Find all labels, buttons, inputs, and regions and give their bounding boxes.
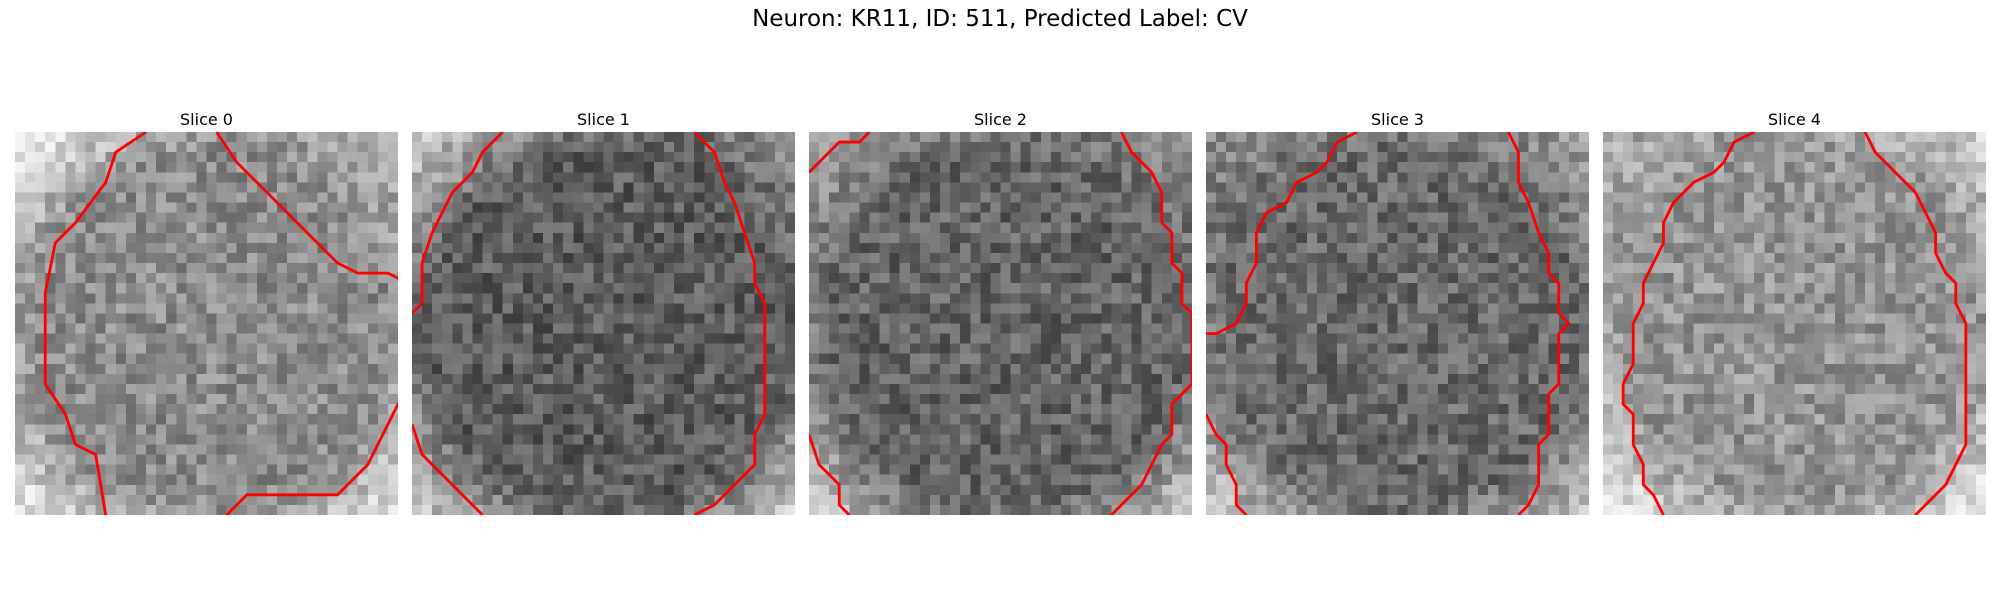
contour-line <box>1206 132 1358 335</box>
slice-title: Slice 1 <box>577 110 630 129</box>
contour-line <box>1110 132 1192 515</box>
contour-line <box>412 423 484 515</box>
figure-title: Neuron: KR11, ID: 511, Predicted Label: … <box>752 6 1248 32</box>
slice-panel-2: Slice 2 <box>809 108 1192 515</box>
slice-panel-0: Slice 0 <box>15 108 398 515</box>
slice-image <box>1206 132 1589 515</box>
slice-panel-1: Slice 1 <box>412 108 795 515</box>
contour-line <box>1863 132 1968 515</box>
contour-line <box>809 433 851 515</box>
slice-image <box>809 132 1192 515</box>
slice-title: Slice 4 <box>1768 110 1821 129</box>
slice-image <box>15 132 398 515</box>
slice-panel-3: Slice 3 <box>1206 108 1589 515</box>
contour-line <box>225 402 398 515</box>
contour-line <box>215 132 398 280</box>
contour-line <box>809 132 871 174</box>
slice-title: Slice 0 <box>180 110 233 129</box>
contour-line <box>693 132 767 515</box>
contour-line <box>1507 132 1571 515</box>
slice-title: Slice 3 <box>1371 110 1424 129</box>
contour-line <box>412 132 504 315</box>
slice-title: Slice 2 <box>974 110 1027 129</box>
contour-line <box>1206 413 1248 515</box>
contour-line <box>43 132 147 515</box>
slice-panel-4: Slice 4 <box>1603 108 1986 515</box>
contour-line <box>1621 132 1755 515</box>
slice-image <box>1603 132 1986 515</box>
slice-image <box>412 132 795 515</box>
